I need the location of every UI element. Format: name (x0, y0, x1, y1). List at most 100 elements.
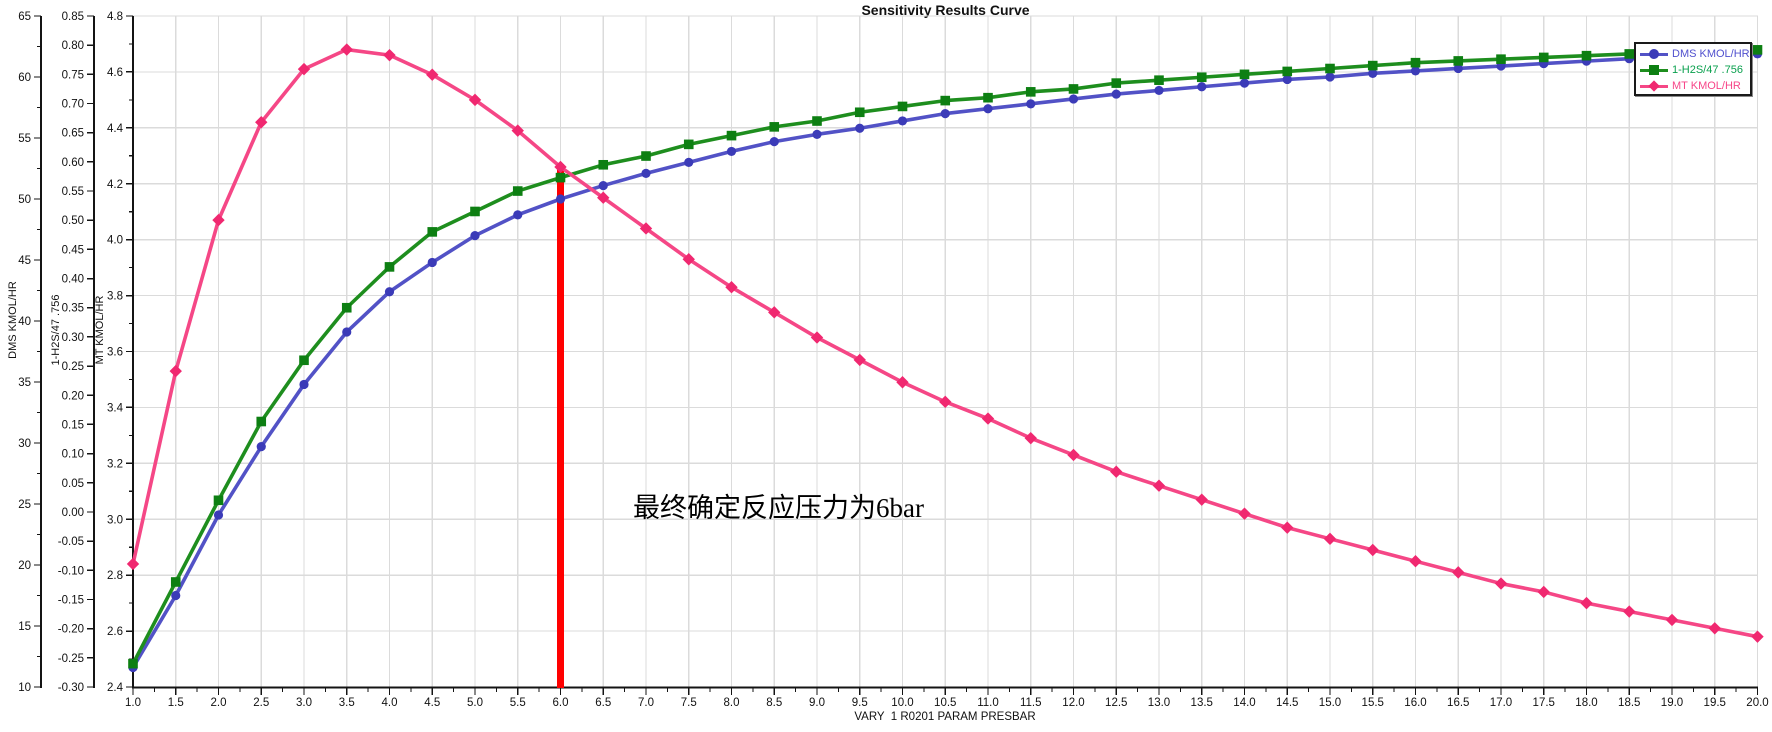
x-tick-label: 17.5 (1533, 697, 1555, 709)
series-marker (341, 302, 352, 313)
x-tick-label: 7.0 (638, 697, 654, 709)
legend-swatch-h2s (1640, 64, 1668, 76)
x-tick-label: 8.0 (724, 697, 740, 709)
series-marker (1154, 75, 1164, 85)
x-tick-label: 10.0 (891, 697, 913, 709)
series-marker (810, 331, 824, 344)
series-marker (1453, 63, 1463, 74)
x-tick-label: 12.0 (1062, 697, 1084, 709)
y-tick-label: 0.15 (62, 419, 84, 431)
y-tick-label: 0.10 (62, 449, 84, 461)
x-tick-label: 3.0 (296, 697, 312, 709)
x-tick-label: 15.0 (1319, 697, 1341, 709)
series-marker (512, 186, 523, 196)
series-marker (511, 124, 524, 137)
series-marker (554, 160, 567, 174)
x-tick-label: 6.5 (595, 697, 611, 709)
y-tick-label: 30 (18, 438, 31, 450)
series-marker (427, 227, 438, 237)
y-tick-label: 0.05 (62, 478, 84, 490)
series-marker (726, 146, 737, 157)
x-tick-label: 13.0 (1148, 697, 1170, 709)
series-marker (128, 658, 138, 669)
series-marker (513, 210, 523, 220)
series-marker (1111, 89, 1121, 99)
legend-item-dms: DMS KMOL/HR (1640, 46, 1750, 62)
series-marker (384, 262, 395, 272)
series-marker (769, 122, 780, 132)
series-marker (470, 206, 480, 217)
series-marker (1752, 45, 1763, 55)
y-tick-label: 0.00 (62, 507, 84, 519)
series-marker (1368, 68, 1378, 78)
y-tick-label: 0.80 (62, 40, 84, 52)
x-tick-label: 11.5 (1020, 697, 1042, 709)
y-tick-label: -0.10 (58, 565, 84, 577)
y-tick-label: 0.35 (62, 303, 84, 315)
y-tick-label: 0.40 (62, 274, 84, 286)
series-marker (213, 495, 224, 506)
series-marker (769, 137, 779, 147)
series-marker (1708, 622, 1721, 635)
square-marker-icon (1649, 65, 1659, 75)
series-marker (726, 130, 737, 141)
y-tick-label: 3.6 (107, 347, 123, 359)
y-tick-label: 3.8 (107, 291, 123, 303)
series-marker (1323, 532, 1337, 546)
series-marker (555, 172, 566, 183)
series-marker (169, 364, 182, 378)
y-tick-label: 45 (18, 255, 31, 267)
series-marker (1024, 431, 1037, 445)
series-marker (683, 139, 694, 150)
series-marker (812, 129, 822, 139)
series-marker (768, 306, 781, 319)
series-marker (1025, 87, 1036, 97)
x-tick-label: 9.5 (852, 697, 868, 709)
series-marker (1068, 94, 1079, 104)
series-marker (1239, 78, 1250, 88)
y-tick-label: 4.6 (107, 67, 123, 79)
y-tick-label: 2.6 (107, 626, 123, 638)
y-tick-label: 0.45 (62, 244, 84, 256)
series-marker (1538, 52, 1549, 63)
series-marker (725, 280, 738, 294)
diamond-marker-icon (1648, 80, 1660, 92)
series-marker (213, 510, 224, 520)
legend: DMS KMOL/HR 1-H2S/47 .756 MT KMOL/HR (1634, 42, 1752, 96)
circle-marker-icon (1649, 49, 1659, 59)
x-tick-label: 14.5 (1276, 697, 1298, 709)
y-tick-label: -0.15 (58, 594, 84, 606)
series-marker (1282, 74, 1292, 85)
series-marker (896, 376, 909, 389)
series-marker (684, 157, 694, 167)
y-tick-label: 4.2 (107, 179, 123, 191)
series-marker (1325, 72, 1335, 82)
y-tick-label: 2.8 (107, 570, 123, 582)
y-tick-label: 4.8 (107, 11, 123, 23)
series-marker (597, 191, 610, 204)
series-marker (297, 62, 311, 76)
series-marker (1410, 66, 1421, 76)
series-marker (1624, 49, 1635, 59)
y-tick-label: 25 (18, 499, 31, 511)
series-marker (555, 194, 566, 204)
y-tick-label: 0.30 (62, 332, 84, 344)
series-marker (256, 416, 267, 427)
series-marker (299, 355, 309, 366)
series-marker (939, 395, 952, 409)
x-tick-label: 5.5 (510, 697, 526, 709)
series-marker (1751, 630, 1764, 643)
series-marker (1281, 521, 1294, 534)
series-marker (1537, 585, 1550, 599)
series-marker (1367, 60, 1378, 71)
y-tick-label: 0.60 (62, 157, 84, 169)
series-marker (1026, 99, 1036, 109)
legend-label: 1-H2S/47 .756 (1672, 64, 1743, 76)
series-marker (340, 43, 353, 56)
series-marker (853, 353, 866, 367)
series-marker (426, 68, 439, 81)
series-marker (1238, 507, 1251, 520)
series-marker (981, 412, 995, 425)
series-marker (897, 101, 908, 112)
